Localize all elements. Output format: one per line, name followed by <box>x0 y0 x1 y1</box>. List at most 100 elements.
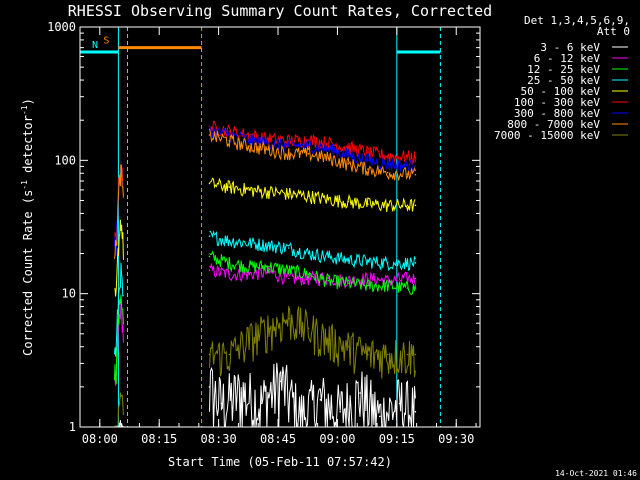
series-9 <box>114 306 417 427</box>
series-6-point-7 <box>327 142 330 144</box>
series-line-early-5 <box>114 219 124 297</box>
series-9-point-8 <box>347 345 349 348</box>
series-5-point-12 <box>414 204 417 207</box>
series-9-point-12 <box>414 353 417 356</box>
series-7-point-7 <box>327 148 330 150</box>
series-3-point-4 <box>268 265 270 268</box>
footer-timestamp: 14-Oct-2021 01:46 <box>555 469 637 478</box>
series-2-point-9 <box>367 277 369 280</box>
series-8-point-2 <box>228 140 231 142</box>
series-1-point-2 <box>220 402 223 405</box>
series-1-point-4 <box>260 402 262 405</box>
legend-label-7: 300 - 800 keV <box>514 107 600 120</box>
series-8-point-4 <box>268 149 270 151</box>
series-5-point-3 <box>248 189 250 191</box>
series-6-point-10 <box>386 155 389 157</box>
x-tick-label-6: 09:15 <box>379 432 415 446</box>
series-5-point-10 <box>386 204 389 207</box>
series-8-point-7 <box>327 157 330 159</box>
series-line-early-8 <box>114 164 124 259</box>
y-axis-label-part-1: Corrected Count Rate (s <box>21 190 35 356</box>
legend-label-1: 3 - 6 keV <box>540 41 600 54</box>
series-7-point-12 <box>414 165 417 167</box>
series-8-point-9 <box>367 168 369 170</box>
series-5-point-9 <box>367 203 369 205</box>
legend-label-6: 100 - 300 keV <box>514 96 600 109</box>
series-9-point-9 <box>367 353 369 356</box>
series-4-point-6 <box>307 252 310 255</box>
series-1-point-9 <box>359 392 361 394</box>
series-line-2 <box>209 262 416 290</box>
series-4 <box>114 230 417 357</box>
series-3-point-7 <box>327 279 330 282</box>
series-6-point-2 <box>228 130 231 133</box>
series-4-point-11 <box>406 262 409 264</box>
series-1-point-10 <box>379 415 381 418</box>
series-3-point-9 <box>367 284 369 287</box>
series-2-point-1 <box>208 269 211 272</box>
x-tick-label-3: 08:30 <box>201 432 237 446</box>
series-4-point-3 <box>248 242 250 244</box>
y-tick-label-1: 1 <box>69 420 76 434</box>
y-axis: 1 10 100 1000 <box>47 20 480 434</box>
series-9-point-4 <box>268 327 270 330</box>
series-3-point-6 <box>307 273 310 276</box>
x-axis-label: Start Time (05-Feb-11 07:57:42) <box>168 455 392 469</box>
segment-label-s: S <box>103 36 109 47</box>
series-4-point-7 <box>327 255 330 258</box>
series-5-point-1 <box>208 182 211 185</box>
series-3-point-8 <box>347 282 349 284</box>
series-line-1 <box>209 362 416 428</box>
y-axis-label-part-2: detector <box>21 115 35 180</box>
series-7-point-6 <box>307 144 310 146</box>
x-tick-label-4: 08:45 <box>260 432 296 446</box>
series-2-point-10 <box>386 279 389 282</box>
series-1-point-5 <box>280 380 282 383</box>
series-line-early-9 <box>114 392 124 427</box>
series-4-point-5 <box>287 247 290 249</box>
series-8 <box>114 128 417 259</box>
y-axis-label-exp-2: -1 <box>20 105 29 115</box>
series-9-point-2 <box>228 353 231 356</box>
series-7-point-2 <box>228 134 231 136</box>
series-3-point-2 <box>228 262 231 264</box>
series-3-point-5 <box>287 269 290 272</box>
series-2-point-3 <box>248 273 250 276</box>
series-line-early-4 <box>114 262 124 357</box>
y-tick-label-2: 10 <box>62 287 76 301</box>
legend-label-8: 800 - 7000 keV <box>507 118 600 131</box>
series-9-point-1 <box>208 353 211 356</box>
series-1-point-12 <box>414 411 417 413</box>
legend-label-9: 7000 - 15000 keV <box>494 129 600 142</box>
y-axis-label: Corrected Count Rate (s-1 detector-1) <box>20 98 35 356</box>
series-6-point-4 <box>268 138 270 140</box>
series-7-point-4 <box>268 142 270 144</box>
series-4-point-8 <box>347 258 349 261</box>
y-tick-label-4: 1000 <box>47 20 76 34</box>
series-4-point-2 <box>228 239 231 242</box>
series-5-point-8 <box>347 200 349 203</box>
series-9-point-6 <box>307 327 310 330</box>
series-5 <box>114 177 417 297</box>
series-5-point-5 <box>287 193 290 195</box>
y-axis-label-exp-1: -1 <box>20 180 29 190</box>
legend-label-2: 6 - 12 keV <box>534 52 601 65</box>
series-5-point-7 <box>327 198 330 201</box>
series-8-point-5 <box>287 152 290 155</box>
y-tick-label-3: 100 <box>54 153 76 167</box>
series-3 <box>114 250 417 385</box>
series-4-point-12 <box>414 262 417 264</box>
series-7-point-3 <box>248 139 250 141</box>
series-1-point-6 <box>299 415 302 418</box>
series-7-point-5 <box>287 145 290 147</box>
series-6-point-9 <box>367 151 369 153</box>
series-8-point-1 <box>208 134 211 136</box>
legend-header-line-1: Det 1,3,4,5,6,9, <box>524 14 630 27</box>
series-4-point-4 <box>268 244 270 247</box>
series-6-point-12 <box>414 156 417 159</box>
series-5-point-2 <box>228 186 231 188</box>
segment-label-n: N <box>92 40 98 51</box>
series-8-point-10 <box>386 171 389 174</box>
